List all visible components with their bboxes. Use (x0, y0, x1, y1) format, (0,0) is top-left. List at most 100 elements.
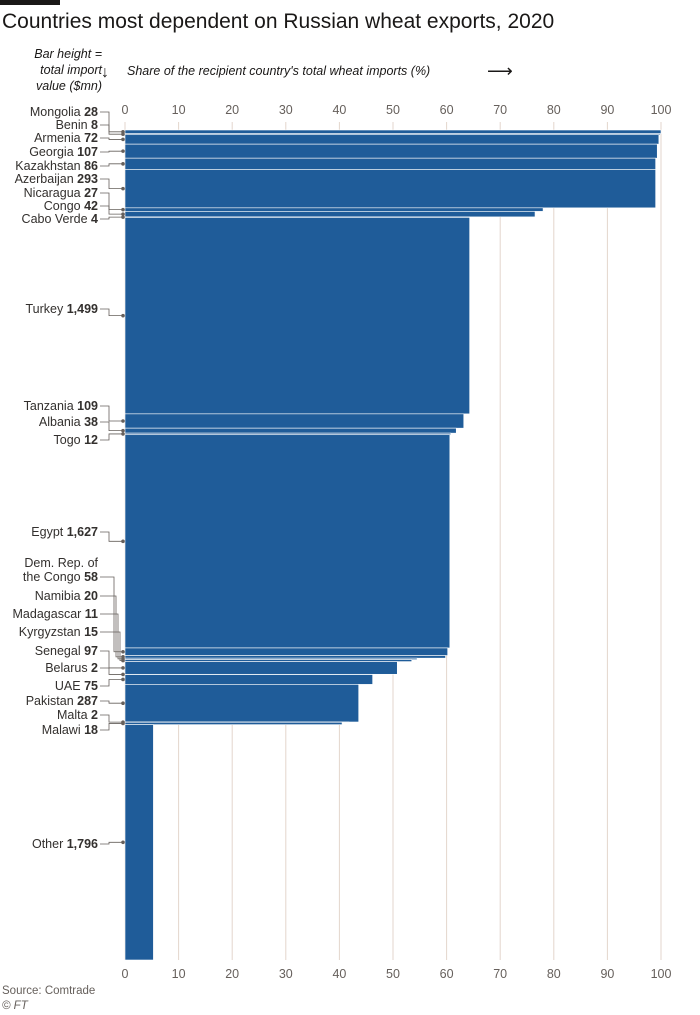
country-label: Nicaragua 27 (24, 186, 98, 200)
bar (124, 134, 660, 145)
country-label: the Congo 58 (23, 570, 98, 584)
country-label: Benin 8 (56, 118, 98, 132)
x-tick-label-bottom: 70 (493, 967, 507, 981)
country-label: Other 1,796 (32, 837, 98, 851)
leader-line (100, 405, 123, 422)
bar (124, 427, 457, 434)
leader-line (100, 667, 123, 675)
leader-dot (121, 137, 125, 142)
leader-line (100, 216, 123, 220)
bar (124, 647, 448, 656)
leader-dot (121, 701, 125, 705)
country-label: Kazakhstan 86 (15, 159, 98, 173)
country-label: Malawi 18 (42, 723, 98, 737)
country-label: Mongolia 28 (30, 105, 98, 119)
country-label: Georgia 107 (29, 145, 98, 159)
x-axis-title: Share of the recipient country's total w… (127, 64, 431, 78)
country-label: Congo 42 (44, 199, 98, 213)
leader-line (100, 137, 123, 140)
x-tick-label-top: 0 (122, 103, 129, 117)
bar (124, 684, 359, 723)
leader-line (100, 205, 123, 215)
leader-dot (121, 212, 125, 216)
leader-line (100, 308, 123, 317)
bar (124, 157, 656, 170)
leader-line (100, 841, 123, 845)
bar (124, 211, 536, 218)
country-label: Egypt 1,627 (31, 525, 98, 539)
leader-dot (121, 149, 125, 153)
x-tick-label-top: 20 (225, 103, 239, 117)
leader-dot (121, 658, 125, 663)
leader-dot (121, 162, 125, 166)
x-tick-label-bottom: 90 (600, 967, 614, 981)
leader-line (100, 421, 123, 432)
leader-dot (121, 428, 125, 433)
leader-line (100, 163, 123, 167)
bar (124, 721, 343, 725)
x-tick-label-bottom: 50 (386, 967, 400, 981)
country-label: Madagascar 11 (13, 607, 99, 621)
bar (124, 724, 154, 961)
country-label: Senegal 97 (35, 644, 98, 658)
country-label: Tanzania 109 (24, 399, 98, 413)
leader-line (100, 531, 123, 542)
country-label: Albania 38 (39, 415, 98, 429)
leader-dot (121, 840, 125, 845)
bar (124, 434, 451, 649)
leader-dot (121, 432, 125, 436)
x-tick-label-top: 30 (279, 103, 293, 117)
country-label: Dem. Rep. of (24, 556, 98, 570)
leader-line (100, 631, 123, 661)
leader-dot (121, 721, 125, 726)
leader-line (100, 150, 123, 153)
leader-line (100, 613, 123, 660)
country-label: Belarus 2 (45, 661, 98, 675)
leader-dot (121, 419, 125, 423)
x-tick-label-bottom: 0 (122, 967, 129, 981)
leader-dot (121, 539, 125, 544)
leader-dot (121, 677, 125, 682)
leader-dot (121, 186, 125, 191)
x-tick-label-top: 90 (600, 103, 614, 117)
leader-line (100, 714, 123, 723)
x-tick-label-top: 40 (332, 103, 346, 117)
country-label: Armenia 72 (34, 131, 98, 145)
x-tick-label-bottom: 30 (279, 967, 293, 981)
leader-dot (121, 649, 125, 654)
country-label: Pakistan 287 (26, 694, 98, 708)
leader-dot (121, 313, 125, 318)
x-tick-label-top: 10 (172, 103, 186, 117)
x-tick-label-bottom: 60 (440, 967, 454, 981)
country-label: Turkey 1,499 (26, 302, 99, 316)
leader-dot (121, 215, 125, 219)
country-label: Togo 12 (54, 433, 99, 447)
bar (124, 143, 658, 159)
x-tick-label-bottom: 10 (172, 967, 186, 981)
x-tick-label-top: 70 (493, 103, 507, 117)
leader-line (100, 124, 123, 135)
bar (124, 217, 470, 415)
down-arrow-icon: ↓ (101, 64, 109, 81)
leader-line (100, 595, 123, 658)
bar-height-note: Bar height = total import value ($mn) (34, 47, 102, 93)
x-tick-label-top: 50 (386, 103, 400, 117)
bar (124, 413, 465, 429)
x-tick-label-top: 80 (547, 103, 561, 117)
leader-line (100, 723, 123, 731)
x-tick-label-top: 100 (651, 103, 672, 117)
leader-line (100, 679, 123, 687)
leader-line (100, 178, 123, 190)
leader-line (100, 111, 123, 133)
x-tick-label-bottom: 100 (651, 967, 672, 981)
leader-line (100, 650, 123, 669)
bar (124, 674, 373, 685)
country-label: Malta 2 (57, 708, 98, 722)
country-label: UAE 75 (55, 679, 98, 693)
x-tick-label-bottom: 40 (332, 967, 346, 981)
x-tick-label-bottom: 80 (547, 967, 561, 981)
bar (124, 129, 662, 134)
leader-dot (121, 672, 125, 677)
leader-dot (121, 207, 125, 212)
